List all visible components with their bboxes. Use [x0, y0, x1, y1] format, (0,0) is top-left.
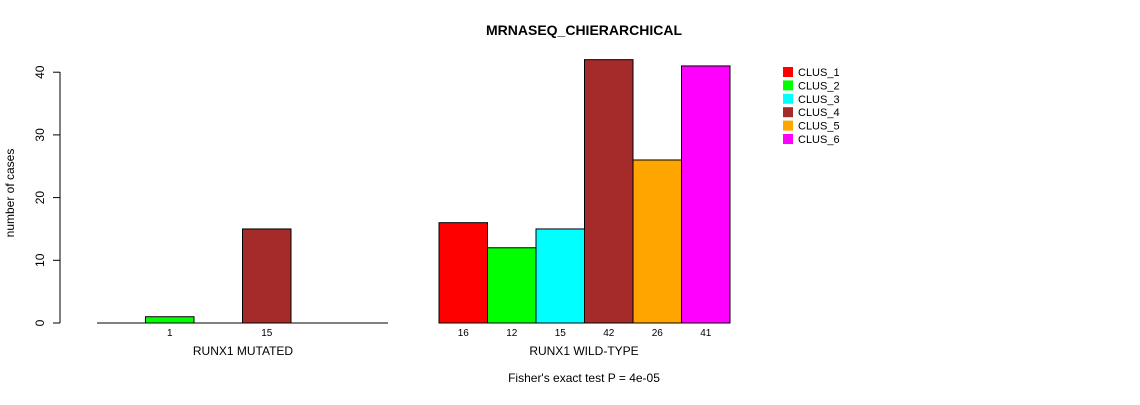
- y-ticks: 0 10 20 30 40: [33, 65, 60, 326]
- fisher-test-note: Fisher's exact test P = 4e-05: [508, 371, 660, 385]
- y-tick-label: 20: [33, 191, 47, 205]
- bar: [584, 59, 634, 324]
- legend-item: CLUS_2: [783, 80, 840, 92]
- bar-count-label: 15: [555, 328, 567, 339]
- group-label: RUNX1 WILD-TYPE: [529, 344, 638, 358]
- y-tick-label: 0: [33, 319, 47, 326]
- bar-count-label: 15: [261, 328, 273, 339]
- legend-swatch: [783, 80, 793, 91]
- bar: [681, 65, 731, 324]
- legend-swatch: [783, 93, 793, 104]
- bar-count-label: 12: [506, 328, 518, 339]
- bar: [535, 228, 585, 324]
- y-tick-label: 40: [33, 65, 47, 79]
- y-axis: 0 10 20 30 40 number of cases: [3, 65, 61, 326]
- chart-title: MRNASEQ_CHIERARCHICAL: [486, 22, 682, 38]
- legend-item: CLUS_5: [783, 120, 840, 133]
- bar: [145, 316, 195, 324]
- bar-count-label: 1: [167, 328, 173, 339]
- legend-swatch: [783, 120, 793, 131]
- bar: [242, 228, 292, 324]
- legend-label: CLUS_4: [798, 107, 840, 119]
- legend-label: CLUS_3: [798, 94, 840, 106]
- legend-label: CLUS_2: [798, 80, 840, 92]
- bar: [487, 247, 537, 324]
- bar-group: 1 15 RUNX1 MUTATED: [97, 228, 388, 358]
- bar-groups: 1 15 RUNX1 MUTATED 16 12 15 42 26 41 RUNX1 WILD-T…: [97, 59, 731, 358]
- bar: [438, 222, 488, 324]
- legend-item: CLUS_3: [783, 93, 840, 106]
- legend-swatch: [783, 134, 793, 144]
- legend-item: CLUS_6: [783, 134, 840, 146]
- legend-label: CLUS_5: [798, 121, 840, 133]
- y-tick-label: 10: [33, 253, 47, 267]
- legend-label: CLUS_1: [798, 67, 840, 79]
- bar-count-label: 42: [603, 328, 615, 339]
- bar-group: 16 12 15 42 26 41 RUNX1 WILD-TYPE: [438, 59, 731, 358]
- y-tick-label: 30: [33, 128, 47, 142]
- legend-swatch: [783, 107, 793, 118]
- legend-label: CLUS_6: [798, 134, 840, 146]
- bar: [632, 159, 682, 324]
- bar-count-label: 41: [700, 328, 712, 339]
- bar-count-label: 26: [652, 328, 664, 339]
- group-label: RUNX1 MUTATED: [193, 344, 294, 358]
- legend-item: CLUS_4: [783, 107, 840, 119]
- bar-count-label: 16: [458, 328, 470, 339]
- y-axis-title: number of cases: [3, 149, 17, 238]
- legend-item: CLUS_1: [783, 67, 840, 79]
- legend-swatch: [783, 67, 793, 77]
